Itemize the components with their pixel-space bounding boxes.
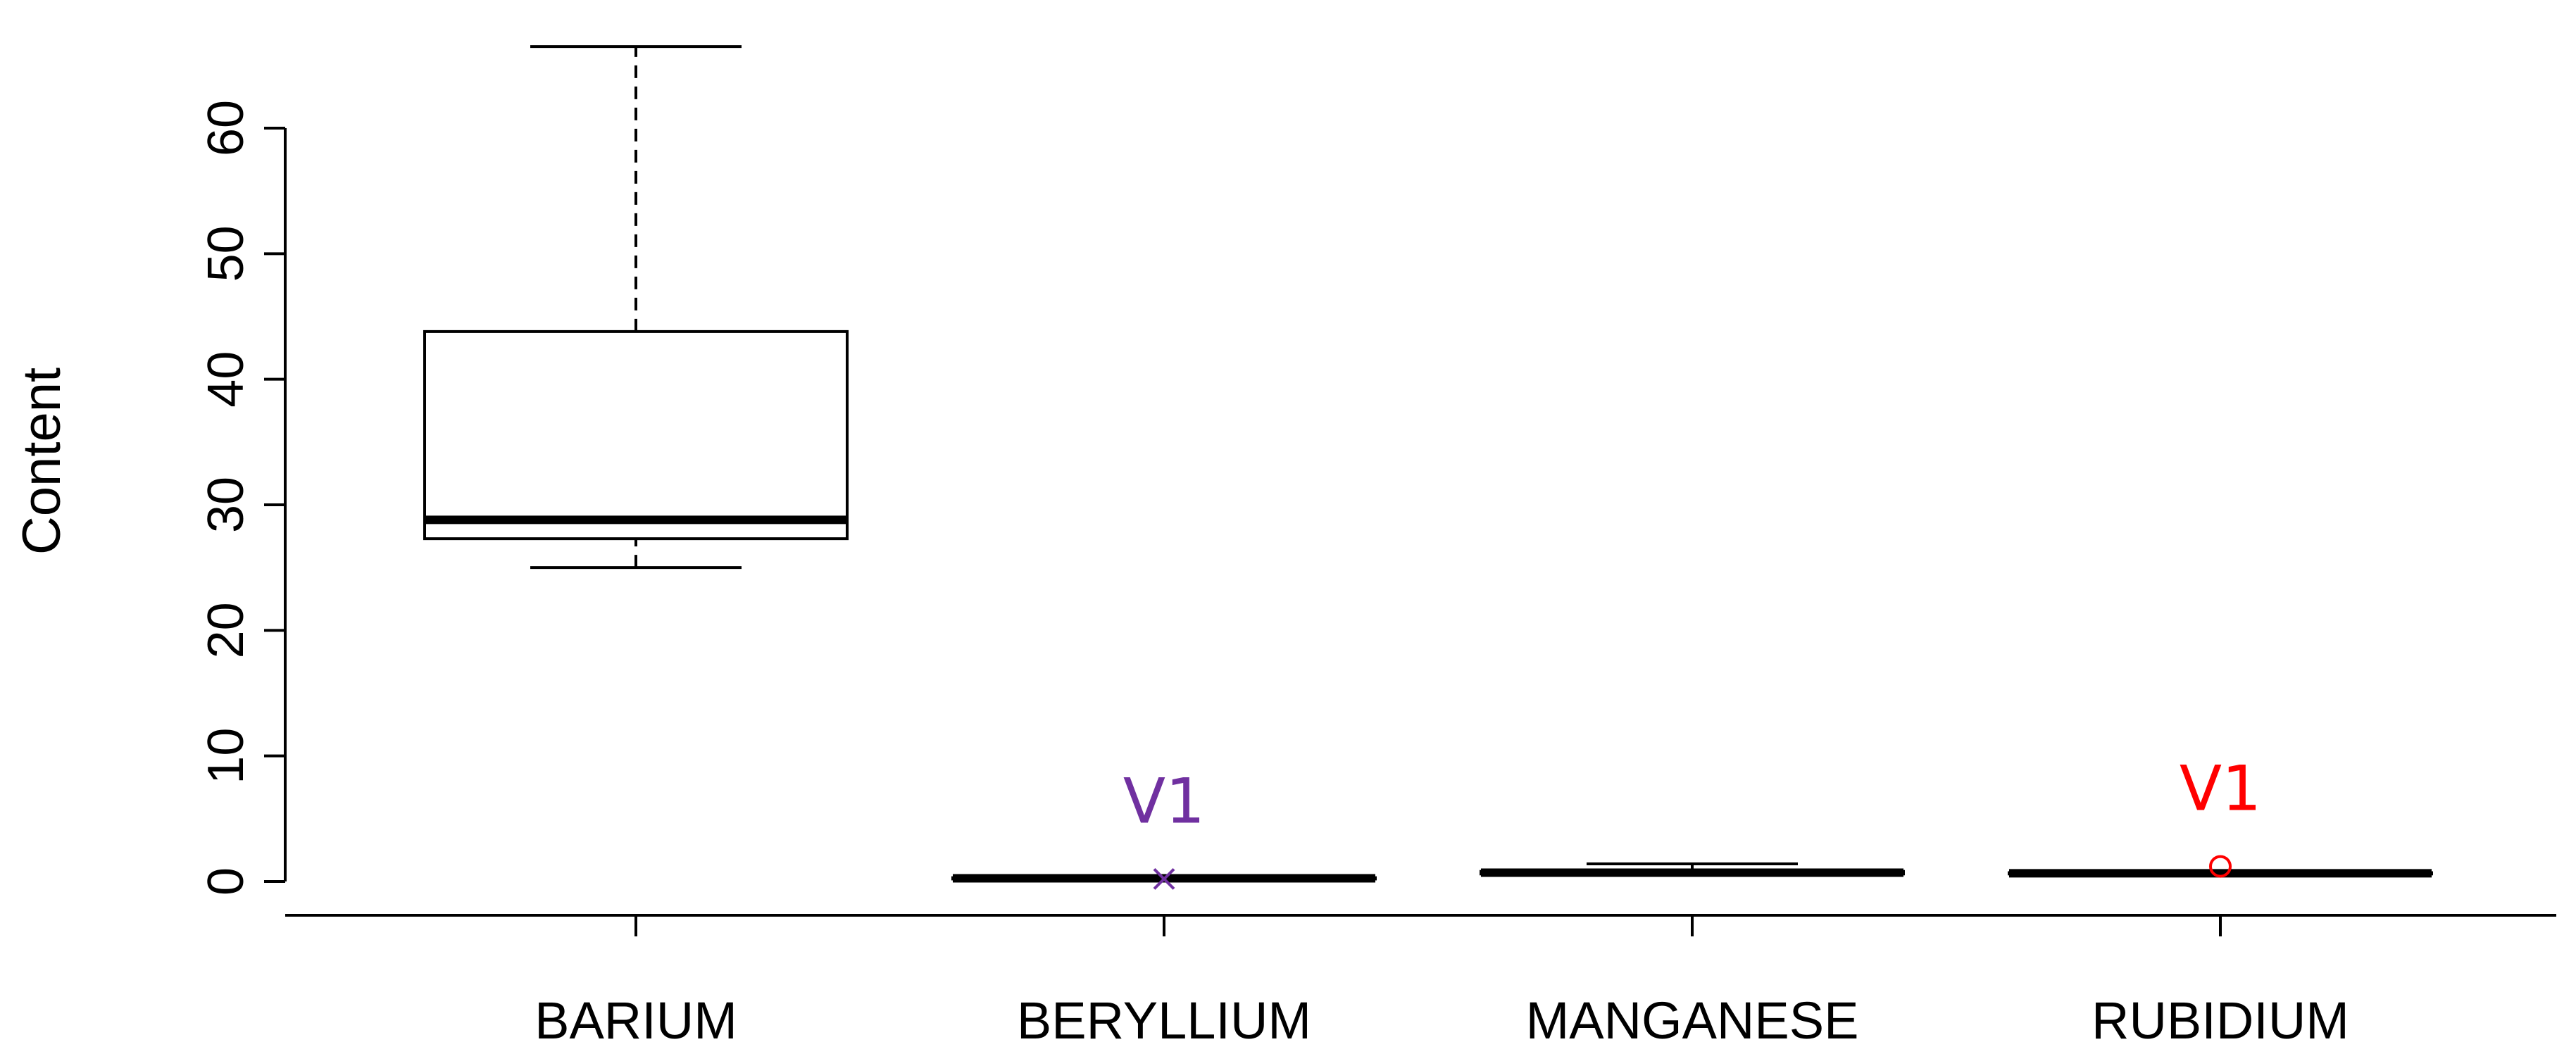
points-group: V1 V1: [1123, 753, 2261, 890]
point-circle-marker: [2209, 855, 2232, 878]
axes: 0 10 20 30 40 50 60 BARIUM BERYLLIUM MANGANESE RUB…: [198, 100, 2556, 1050]
y-tick-label: 40: [198, 351, 254, 408]
x-tick-label: BERYLLIUM: [1017, 991, 1311, 1050]
y-tick-label: 10: [198, 728, 254, 784]
box-group: [423, 45, 2433, 883]
y-tick-label: 60: [198, 100, 254, 156]
box-rubidium: [2008, 869, 2433, 878]
point-label: V1: [1123, 765, 1205, 837]
y-tick-label: 20: [198, 602, 254, 658]
box-rect: [423, 329, 849, 541]
box-barium: [423, 45, 849, 570]
y-tick-label: 0: [198, 867, 254, 896]
y-tick-label: 30: [198, 477, 254, 533]
point-label: V1: [2180, 753, 2261, 825]
x-tick-label: MANGANESE: [1526, 991, 1859, 1050]
y-axis-label: Content: [12, 368, 72, 555]
y-tick-label: 50: [198, 225, 254, 282]
x-tick-label: RUBIDIUM: [2092, 991, 2349, 1050]
point-x-marker: [1153, 868, 1175, 890]
x-tick-label: BARIUM: [534, 991, 737, 1050]
box-manganese: [1480, 862, 1905, 877]
